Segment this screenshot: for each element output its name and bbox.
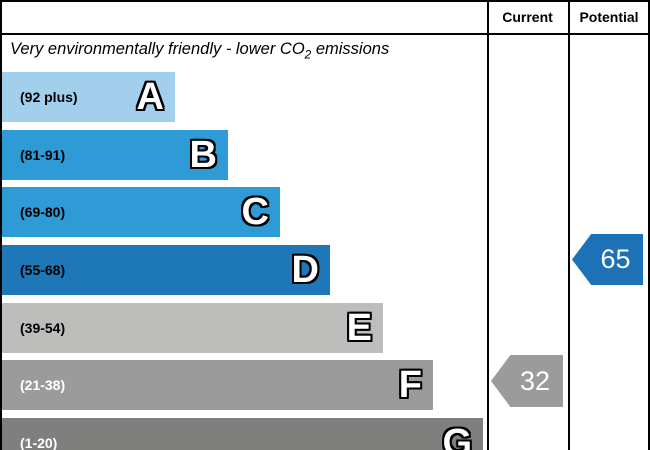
band-c-letter: C — [241, 191, 269, 233]
potential-rating-value: 65 — [600, 244, 631, 274]
band-b-letter: B — [189, 134, 217, 176]
band-g-bar: (1-20) G — [2, 418, 483, 450]
chart-title: Very environmentally friendly - lower CO… — [10, 40, 484, 62]
potential-column-header: Potential — [579, 9, 639, 25]
header-row: Current Potential — [2, 2, 648, 35]
band-b-range: (81-91) — [20, 147, 66, 163]
band-d-range: (55-68) — [20, 262, 66, 278]
potential-column-divider — [568, 2, 570, 450]
band-d-letter: D — [291, 249, 319, 291]
band-g-letter: G — [442, 422, 472, 450]
band-a-bar: (92 plus) A — [2, 72, 175, 122]
band-c-bar: (69-80) C — [2, 187, 280, 237]
current-rating-value: 32 — [519, 365, 551, 396]
band-f-letter: F — [398, 364, 422, 406]
band-e-letter: E — [346, 307, 372, 349]
band-d-bar: (55-68) D — [2, 245, 330, 295]
current-column-divider — [487, 2, 489, 450]
band-e-range: (39-54) — [20, 320, 66, 336]
title-text-suffix: emissions — [311, 40, 390, 58]
title-subscript: 2 — [304, 47, 312, 62]
band-e-bar: (39-54) E — [2, 303, 383, 353]
band-a-letter: A — [136, 76, 164, 118]
band-c-range: (69-80) — [20, 204, 66, 220]
band-b-bar: (81-91) B — [2, 130, 228, 180]
band-g-range: (1-20) — [20, 435, 58, 450]
band-f-bar: (21-38) F — [2, 360, 433, 410]
band-a-range: (92 plus) — [20, 89, 78, 105]
band-f-range: (21-38) — [20, 377, 66, 393]
potential-rating-arrow-marker: 65 — [572, 234, 643, 285]
title-text: Very environmentally friendly - lower CO — [10, 40, 305, 58]
current-column-header: Current — [502, 9, 553, 25]
current-rating-arrow-marker: 32 — [491, 355, 563, 407]
